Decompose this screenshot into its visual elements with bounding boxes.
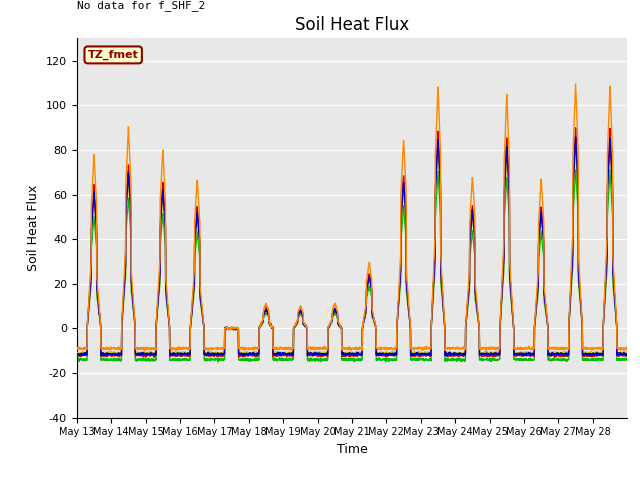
Line: SHF3: SHF3 xyxy=(77,144,627,355)
SHF4 xyxy=(606,167,614,173)
SHF2 xyxy=(385,346,393,351)
SHF4 xyxy=(616,356,623,362)
Line: SHF1: SHF1 xyxy=(77,128,627,358)
SHF4 xyxy=(385,359,393,364)
SHF4 xyxy=(623,356,631,361)
Title: Soil Heat Flux: Soil Heat Flux xyxy=(295,16,409,34)
SHF2 xyxy=(128,274,136,280)
SHF5 xyxy=(623,351,631,357)
SHF2 xyxy=(73,345,81,350)
SHF4 xyxy=(246,356,254,362)
SHF1 xyxy=(246,352,254,358)
Text: No data for f_SHF_2: No data for f_SHF_2 xyxy=(77,0,205,12)
SHF5 xyxy=(444,354,451,360)
SHF2 xyxy=(572,81,579,87)
SHF5 xyxy=(572,134,579,140)
SHF5 xyxy=(549,351,557,357)
SHF3 xyxy=(246,349,254,355)
SHF2 xyxy=(616,346,623,352)
SHF4 xyxy=(73,357,81,362)
SHF1 xyxy=(550,355,558,360)
SHF1 xyxy=(548,352,556,358)
SHF5 xyxy=(73,351,81,357)
SHF1 xyxy=(572,125,579,131)
SHF5 xyxy=(128,286,136,292)
SHF3 xyxy=(73,350,81,356)
Line: SHF5: SHF5 xyxy=(77,137,627,357)
SHF3 xyxy=(623,349,631,355)
Line: SHF2: SHF2 xyxy=(77,84,627,350)
SHF4 xyxy=(549,356,557,362)
SHF1 xyxy=(623,352,631,358)
SHF1 xyxy=(128,284,136,289)
Line: SHF4: SHF4 xyxy=(77,170,627,362)
SHF3 xyxy=(616,350,623,356)
SHF3 xyxy=(518,349,525,355)
SHF1 xyxy=(616,353,623,359)
SHF2 xyxy=(623,346,631,351)
SHF4 xyxy=(383,359,390,365)
SHF4 xyxy=(128,291,136,297)
SHF2 xyxy=(518,347,525,352)
SHF5 xyxy=(246,350,254,356)
SHF2 xyxy=(549,345,557,351)
Y-axis label: Soil Heat Flux: Soil Heat Flux xyxy=(28,185,40,271)
SHF1 xyxy=(73,352,81,358)
SHF2 xyxy=(482,348,490,353)
SHF5 xyxy=(518,350,525,356)
Text: TZ_fmet: TZ_fmet xyxy=(88,50,138,60)
SHF3 xyxy=(554,352,562,358)
SHF1 xyxy=(518,353,525,359)
X-axis label: Time: Time xyxy=(337,443,367,456)
SHF3 xyxy=(548,351,556,357)
SHF3 xyxy=(128,287,136,293)
SHF2 xyxy=(246,346,254,352)
SHF4 xyxy=(518,358,525,363)
SHF3 xyxy=(385,350,393,356)
SHF1 xyxy=(385,352,393,358)
SHF3 xyxy=(572,141,579,147)
SHF5 xyxy=(616,351,623,357)
SHF5 xyxy=(385,351,393,357)
